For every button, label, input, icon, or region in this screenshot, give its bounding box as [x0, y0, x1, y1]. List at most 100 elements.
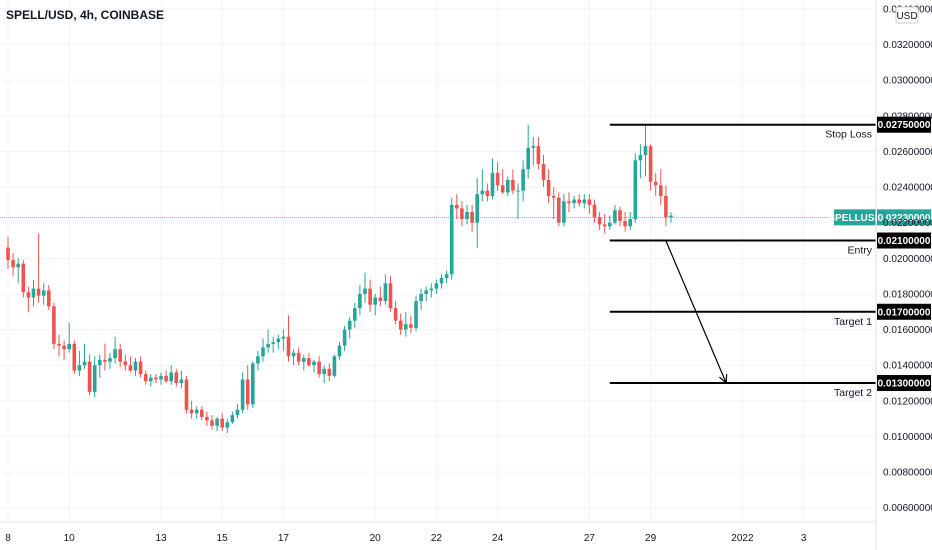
candle-body [87, 361, 92, 392]
level-price-badge[interactable] [877, 116, 931, 133]
current-price-badge[interactable] [877, 209, 931, 226]
x-tick-label: 3 [801, 533, 807, 544]
level-label: Stop Loss [825, 129, 872, 141]
symbol-badge[interactable] [834, 209, 876, 226]
x-tick-label: 24 [492, 533, 504, 544]
candle-body [215, 418, 219, 426]
candle-body [251, 363, 255, 405]
candle-body [235, 409, 240, 416]
candle-body [108, 358, 112, 362]
candle-body [378, 297, 383, 302]
candle-body [455, 204, 459, 209]
candle-body [307, 358, 311, 366]
candle-body [480, 190, 485, 195]
candle-body [36, 288, 41, 296]
candle-body [536, 146, 541, 164]
candle-body [327, 368, 332, 376]
candle-body [449, 204, 454, 275]
projection-arrow[interactable] [665, 240, 727, 384]
candle-body [567, 201, 571, 204]
candle-body [664, 195, 668, 218]
level-price-label: 0.02100000 [878, 236, 931, 247]
candle-body [138, 361, 143, 375]
y-tick-label: 0.01600000 [883, 325, 932, 336]
y-tick-label: 0.02600000 [883, 147, 932, 158]
y-tick-label: 0.00600000 [883, 503, 932, 514]
candle-body [113, 349, 117, 359]
candle-body [322, 368, 326, 375]
candle-body [475, 194, 479, 223]
candle-body [439, 277, 444, 284]
candle-body [52, 306, 56, 344]
candle-body [572, 199, 576, 204]
candle-body [638, 154, 643, 161]
level-price-label: 0.01300000 [878, 379, 931, 390]
candle-body [521, 169, 525, 191]
candle-body [271, 342, 275, 344]
candle-body [592, 204, 597, 218]
candle-body [618, 210, 622, 221]
candle-body [495, 172, 500, 186]
y-tick-label: 0.01400000 [883, 361, 932, 372]
candle-body [164, 375, 168, 382]
candle-body [398, 320, 403, 330]
candle-body [465, 212, 469, 220]
candle-body [597, 217, 602, 225]
candle-body [169, 372, 173, 382]
current-price-label: 0.02230000 [878, 213, 931, 224]
price-axis[interactable]: 0.034000000.032000000.030000000.02800000… [875, 0, 932, 550]
candle-body [337, 345, 342, 357]
candle-body [189, 409, 194, 414]
candle-body [179, 379, 184, 384]
x-tick-label: 29 [645, 533, 657, 544]
candle-body [47, 290, 51, 307]
candle-body [460, 208, 464, 220]
candle-body [541, 163, 546, 180]
candle-body [67, 343, 71, 350]
candle-body [393, 308, 398, 321]
candle-body [205, 416, 209, 421]
level-price-badge[interactable] [877, 375, 931, 392]
candle-body [643, 146, 648, 155]
candle-body [210, 420, 214, 426]
candle-body [353, 308, 357, 321]
y-tick-label: 0.02200000 [883, 218, 932, 229]
candle-body [551, 195, 556, 198]
candle-body [220, 418, 224, 428]
candle-body [669, 215, 673, 218]
candle-body [347, 320, 352, 330]
candle-body [16, 263, 20, 268]
x-tick-label: 10 [64, 533, 76, 544]
candle-body [485, 190, 490, 196]
currency-badge[interactable]: USD [895, 6, 919, 24]
candle-body [200, 409, 204, 417]
candle-body [623, 220, 627, 227]
level-price-badge[interactable] [877, 232, 931, 249]
time-axis[interactable]: 8 10 13 15 17 20 22 24 27 29 2022 3 [0, 521, 876, 544]
candle-body [6, 247, 10, 261]
candle-body [526, 147, 530, 170]
chart-title: SPELL/USD, 4h, COINBASE [6, 8, 164, 22]
level-price-badge[interactable] [877, 303, 931, 320]
candle-body [648, 146, 653, 182]
candle-body [332, 356, 337, 376]
candle-body [103, 359, 107, 362]
x-tick-label: 22 [431, 533, 443, 544]
level-label: Entry [847, 245, 872, 257]
candle-body [240, 379, 245, 410]
candle-body [312, 361, 316, 366]
candle-body [72, 343, 77, 371]
y-tick-label: 0.02800000 [883, 111, 932, 122]
candle-body [608, 222, 612, 227]
candle-body [77, 365, 82, 371]
level-price-label: 0.01700000 [878, 307, 931, 318]
candle-body [118, 349, 122, 362]
candle-body [363, 288, 367, 294]
candle-body [531, 146, 536, 148]
y-tick-label: 0.03200000 [883, 40, 932, 51]
candle-body [562, 201, 566, 223]
candle-body [500, 185, 505, 193]
candle-body [490, 172, 495, 196]
